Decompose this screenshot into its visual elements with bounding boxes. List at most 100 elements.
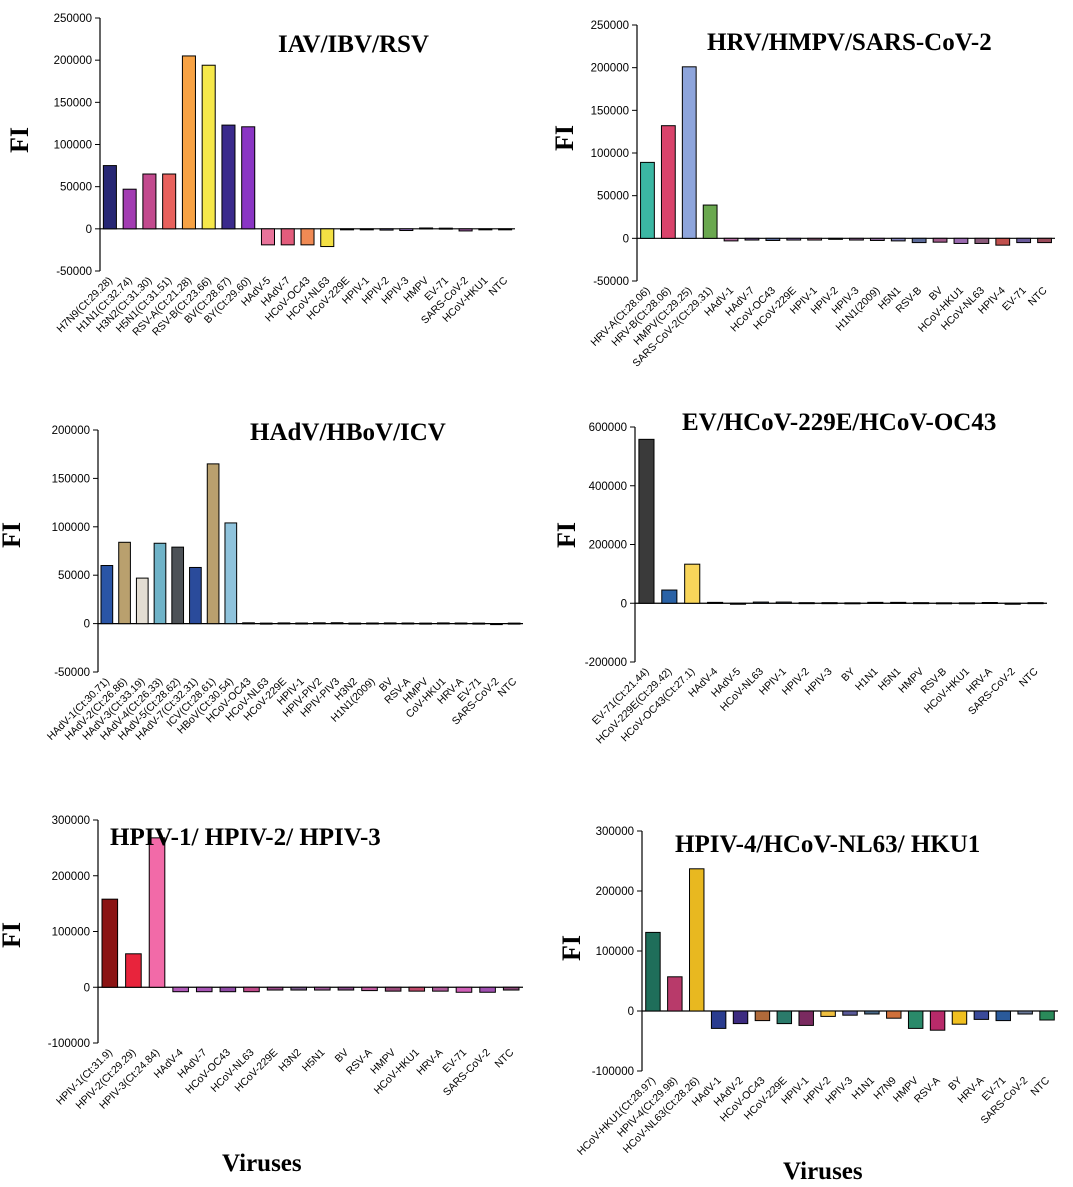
bar xyxy=(1037,237,1052,244)
bar xyxy=(361,986,378,992)
y-tick-label: -50000 xyxy=(56,266,92,278)
chart-title: HPIV-1/ HPIV-2/ HPIV-3 xyxy=(110,824,381,851)
category-label: H3N2 xyxy=(276,1047,304,1075)
bar xyxy=(478,228,493,231)
bar xyxy=(432,986,449,992)
y-tick-label: 50000 xyxy=(597,191,629,203)
chart-title: HPIV-4/HCoV-NL63/ HKU1 xyxy=(675,831,980,858)
bar xyxy=(1017,1010,1033,1015)
y-axis-label: FI xyxy=(5,127,34,153)
chart-svg-4: 6000004000002000000-200000EV-71(Ct:21.44… xyxy=(552,409,1047,746)
bar xyxy=(135,577,149,625)
y-tick-label: 400000 xyxy=(589,481,627,493)
bar xyxy=(807,237,823,241)
bar xyxy=(907,1010,924,1029)
bar xyxy=(973,1010,990,1020)
bar xyxy=(951,1010,968,1025)
category-label: BV xyxy=(333,1047,351,1065)
bar xyxy=(869,237,885,241)
category-label: H1N1 xyxy=(853,666,881,694)
bar xyxy=(729,602,747,605)
y-tick-label: 100000 xyxy=(596,946,634,958)
bar xyxy=(844,602,861,605)
bar xyxy=(277,622,291,625)
category-label: NTC xyxy=(1026,284,1050,308)
y-tick-label: 0 xyxy=(84,619,90,631)
bar xyxy=(886,1010,902,1019)
bar xyxy=(502,986,520,991)
bar xyxy=(913,602,930,605)
y-tick-label: 0 xyxy=(84,982,90,994)
bar xyxy=(101,898,119,988)
bar xyxy=(472,622,486,625)
category-label: NTC xyxy=(493,1046,517,1070)
chart-svg-5: 3000002000001000000-100000HPIV-1(Ct:31.9… xyxy=(0,815,523,1112)
bar xyxy=(1039,1010,1055,1021)
bar xyxy=(243,986,260,993)
bar xyxy=(828,237,843,240)
bar xyxy=(689,868,705,1012)
bar xyxy=(455,986,473,993)
y-tick-label: -100000 xyxy=(48,1038,90,1050)
chart-panel-6: 300000 200000 100000 0 -100000 HCoV-HKU1(Ct:2… xyxy=(557,820,1070,1165)
chart-svg-1: 250000200000150000100000500000-50000H7N9… xyxy=(5,13,515,338)
y-tick-label: 300000 xyxy=(52,815,90,827)
bar xyxy=(359,228,374,231)
bar xyxy=(490,623,503,626)
bar xyxy=(384,986,402,992)
chart-svg-6: 3000002000001000000-100000HCoV-HKU1(Ct:2… xyxy=(557,826,1058,1158)
y-axis-label: FI xyxy=(0,522,26,548)
category-label: NTC xyxy=(1017,665,1041,689)
bar xyxy=(498,228,513,231)
x-axis-label-right: Viruses xyxy=(783,1158,863,1185)
y-tick-label: 300000 xyxy=(596,826,634,838)
bar xyxy=(958,602,975,605)
chart-title: EV/HCoV-229E/HCoV-OC43 xyxy=(682,409,996,436)
bar xyxy=(148,837,166,988)
bar xyxy=(479,986,496,993)
bar xyxy=(436,622,450,625)
bar xyxy=(798,1010,814,1026)
bar xyxy=(953,237,969,244)
bar xyxy=(1004,602,1021,605)
y-tick-label: 0 xyxy=(623,233,629,245)
bar xyxy=(995,1010,1011,1022)
y-tick-label: 100000 xyxy=(591,148,629,160)
y-tick-label: 150000 xyxy=(591,105,629,117)
bar xyxy=(181,55,196,230)
bar xyxy=(330,622,344,625)
chart-panel-4: 600000 400000 200000 0 -200000 EV-71(Ct:21.44… xyxy=(552,405,1070,775)
bar xyxy=(842,1010,858,1016)
y-tick-label: 100000 xyxy=(54,140,92,152)
bar xyxy=(118,541,131,625)
chart-panel-5: 300000 200000 100000 0 -100000 HPIV-1(Ct:31.9… xyxy=(0,810,540,1130)
chart-panel-2: 250000 200000 150000 100000 50000 0 -50000 HRV-… xyxy=(550,10,1070,405)
bar xyxy=(454,622,468,625)
y-axis-label: FI xyxy=(552,522,581,548)
y-tick-label: -100000 xyxy=(592,1066,634,1078)
y-tick-label: 250000 xyxy=(591,20,629,32)
bar xyxy=(172,986,189,993)
bar xyxy=(313,622,326,625)
bar xyxy=(290,986,307,991)
bar xyxy=(645,931,661,1012)
bar xyxy=(125,953,142,988)
y-tick-label: 250000 xyxy=(54,13,92,25)
bar xyxy=(867,601,884,604)
y-axis-label: FI xyxy=(0,922,26,948)
bar xyxy=(259,622,273,625)
y-axis-label: FI xyxy=(550,125,579,151)
bar xyxy=(640,161,655,239)
bar xyxy=(707,601,724,604)
y-tick-label: 100000 xyxy=(52,927,90,939)
bar xyxy=(702,204,718,239)
y-tick-label: -50000 xyxy=(54,667,90,679)
bar xyxy=(122,188,137,230)
bar xyxy=(408,986,426,992)
bar xyxy=(320,228,335,248)
bar xyxy=(765,237,781,241)
bar xyxy=(849,237,864,241)
bar xyxy=(337,986,355,991)
bar xyxy=(935,602,953,605)
